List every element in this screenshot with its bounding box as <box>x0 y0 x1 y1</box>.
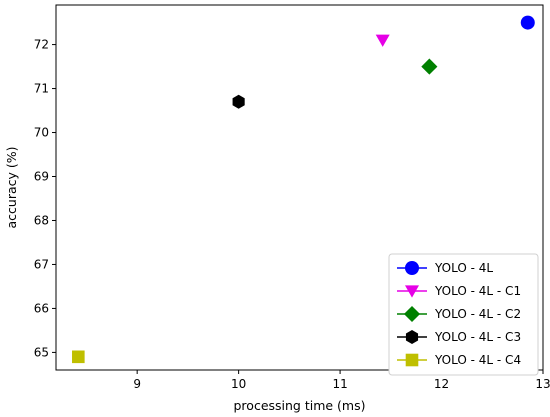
legend: YOLO - 4L YOLO - 4L - C1 YOLO - 4L - C2 YOL… <box>388 253 539 376</box>
legend-label: YOLO - 4L <box>434 261 493 275</box>
legend-label: YOLO - 4L - C4 <box>434 353 521 367</box>
y-tick-label: 66 <box>34 301 49 315</box>
y-tick-label: 70 <box>34 126 49 140</box>
x-tick-label: 10 <box>231 377 246 391</box>
y-tick-label: 65 <box>34 345 49 359</box>
y-tick-label: 69 <box>34 170 49 184</box>
y-axis-label: accuracy (%) <box>4 146 19 228</box>
x-tick-label: 11 <box>332 377 347 391</box>
legend-marker <box>403 305 421 323</box>
y-tick-label: 72 <box>34 38 49 52</box>
legend-marker <box>405 353 419 367</box>
legend-label: YOLO - 4L - C1 <box>434 284 521 298</box>
data-point <box>421 58 438 75</box>
y-tick-label: 71 <box>34 82 49 96</box>
data-point <box>520 15 535 30</box>
x-tick-label: 13 <box>535 377 550 391</box>
legend-marker <box>405 285 419 298</box>
data-point <box>72 350 85 364</box>
legend-marker <box>405 330 419 344</box>
legend-box <box>388 253 539 376</box>
plot-frame <box>55 4 544 371</box>
x-tick-label: 12 <box>434 377 449 391</box>
legend-marker <box>405 261 419 275</box>
data-point <box>232 94 245 109</box>
points-layer <box>72 15 535 364</box>
y-tick-label: 68 <box>34 213 49 227</box>
x-axis-label: processing time (ms) <box>234 398 366 413</box>
legend-label: YOLO - 4L - C2 <box>434 307 521 321</box>
y-tick-label: 67 <box>34 257 49 271</box>
legend-label: YOLO - 4L - C3 <box>434 330 521 344</box>
data-point <box>375 34 390 47</box>
x-tick-label: 9 <box>133 377 141 391</box>
ticks-layer: 9 10 11 12 13 65 66 67 68 69 70 71 72 <box>34 38 550 391</box>
